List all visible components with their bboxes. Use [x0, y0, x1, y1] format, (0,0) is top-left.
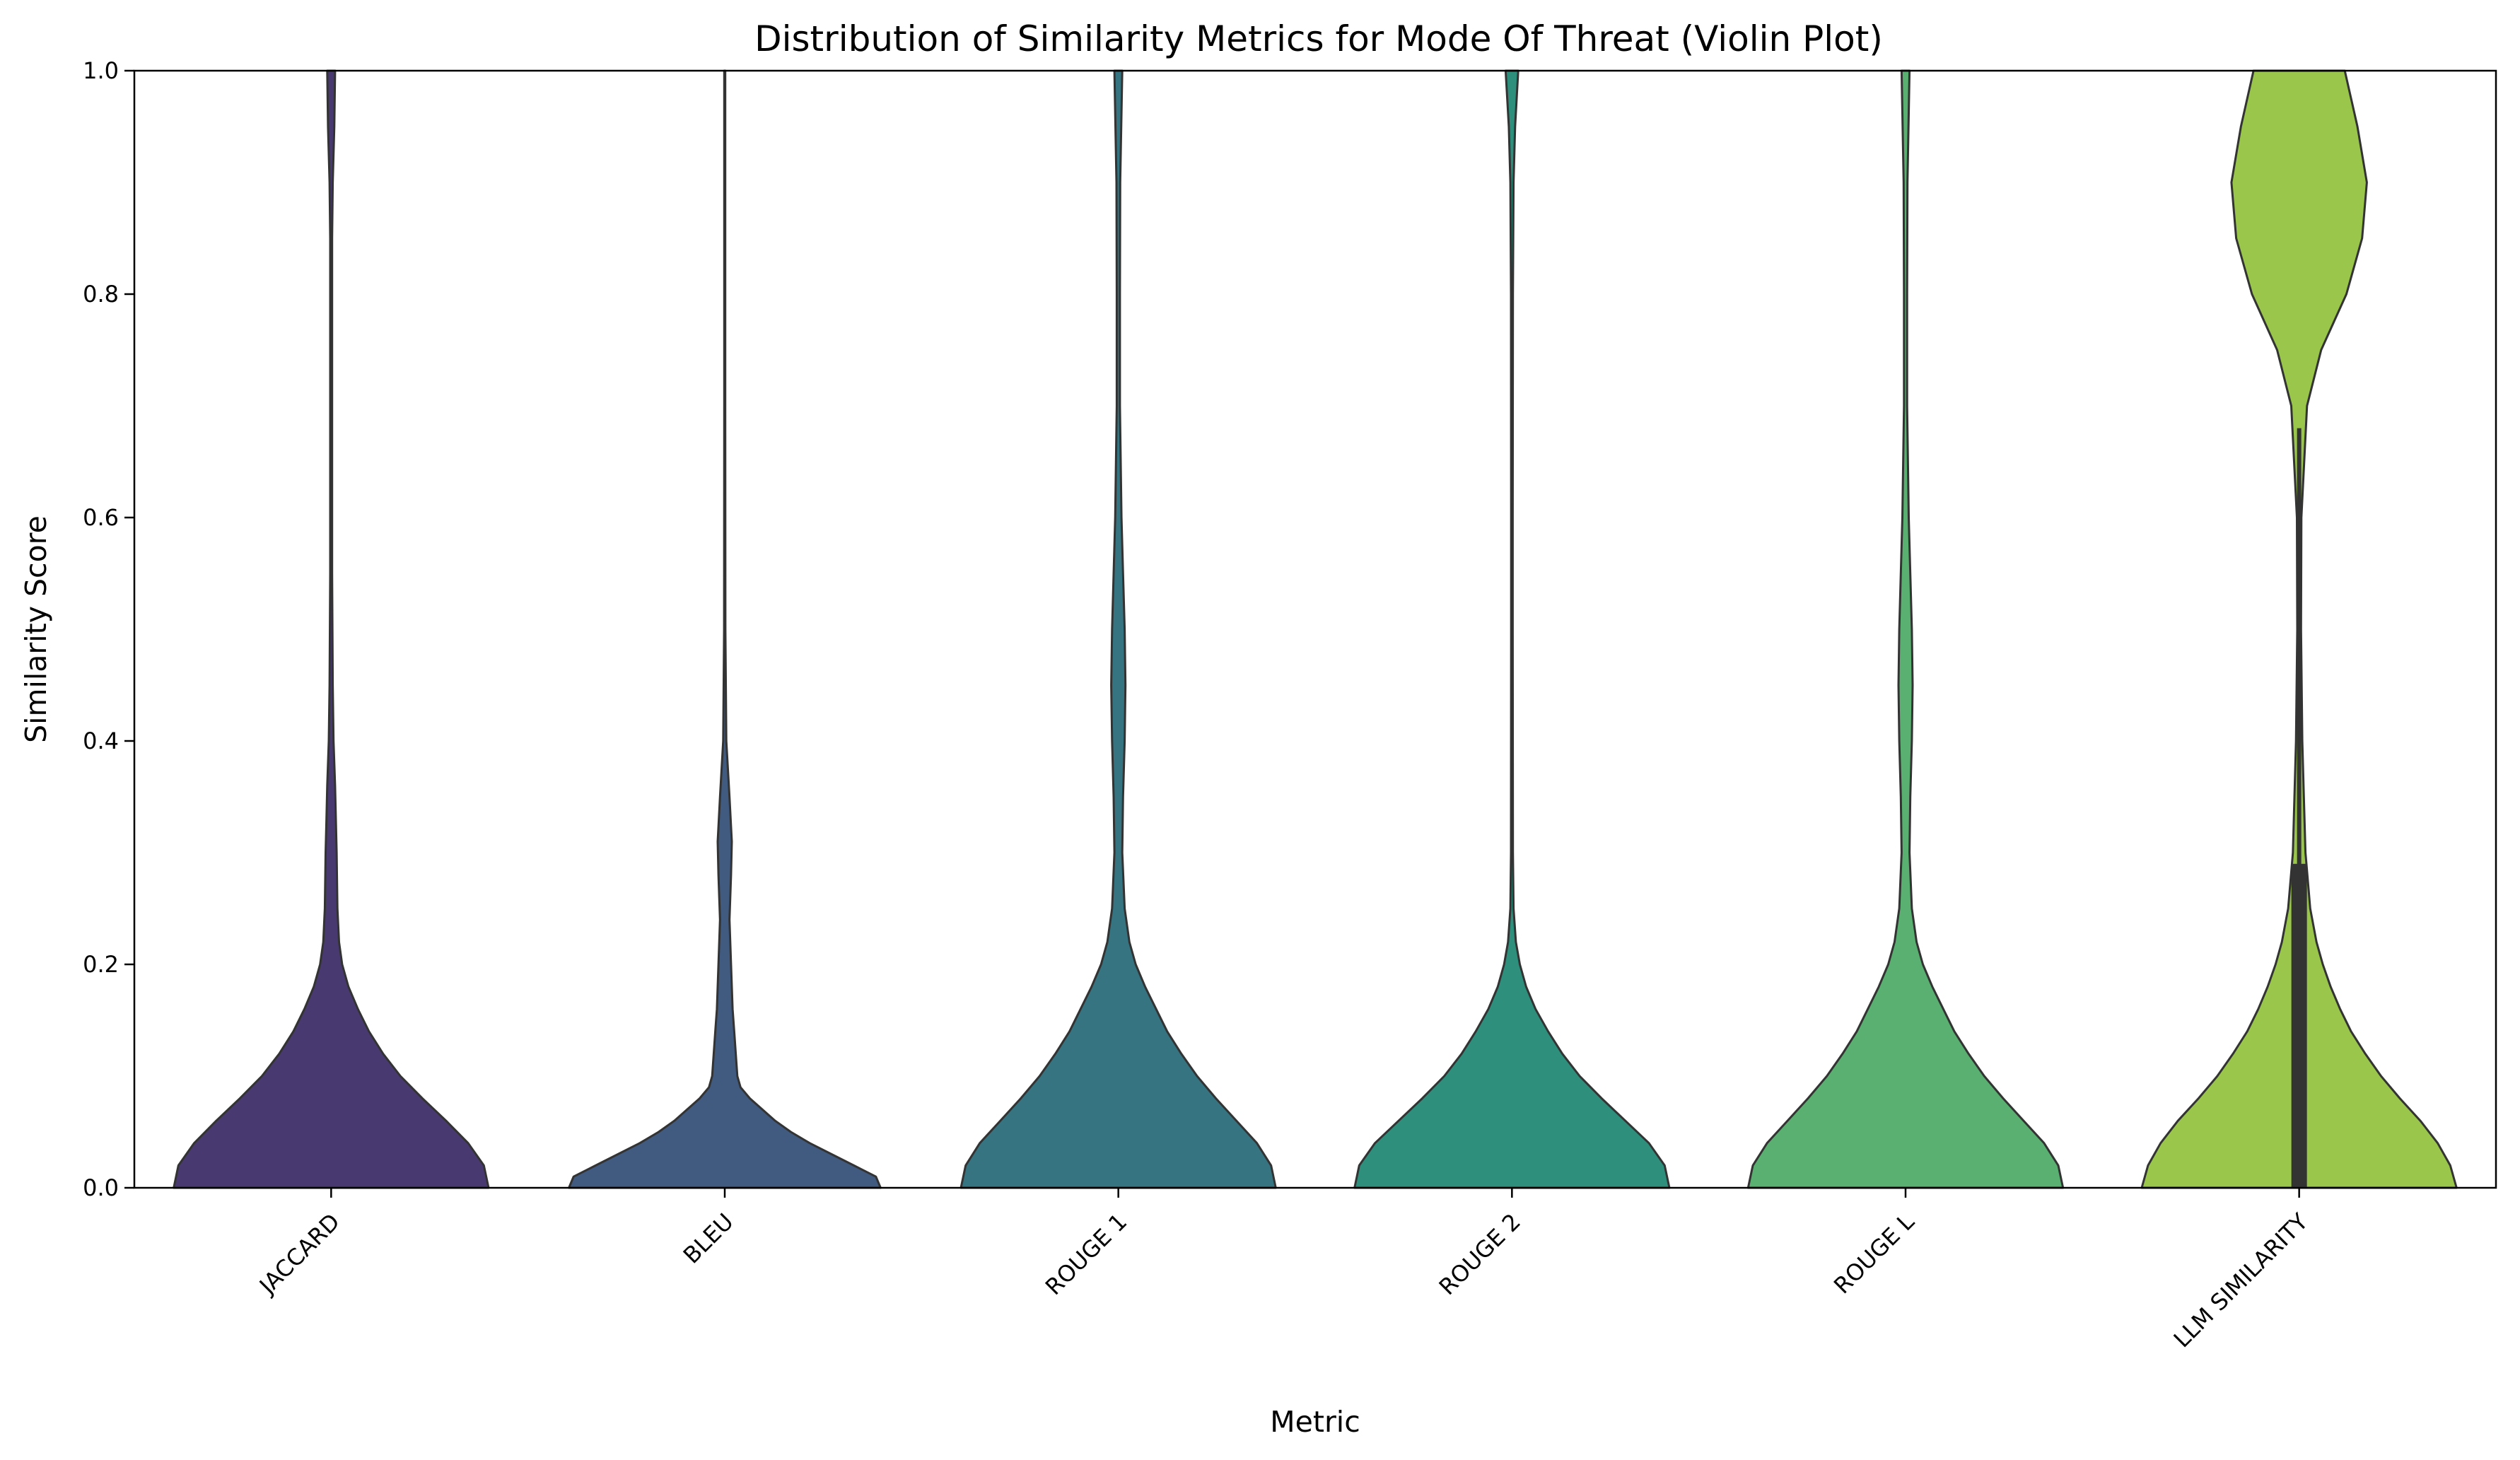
plot-frame — [133, 69, 2497, 1189]
violin-group — [173, 69, 2458, 1189]
y-axis-label: Similarity Score — [19, 515, 53, 743]
y-axis: 0.0 0.2 0.4 0.6 0.8 1.0 — [83, 57, 134, 1201]
y-tick-label: 0.4 — [83, 728, 119, 754]
y-tick-label: 0.0 — [83, 1174, 119, 1201]
y-tick-label: 0.8 — [83, 281, 119, 308]
y-tick-label: 0.6 — [83, 504, 119, 531]
chart-title: Distribution of Similarity Metrics for M… — [754, 18, 1883, 59]
violin-iqr-box — [2291, 863, 2307, 1188]
y-tick-label: 1.0 — [83, 57, 119, 84]
x-axis-label: Metric — [1270, 1405, 1360, 1439]
y-tick-label: 0.2 — [83, 951, 119, 978]
